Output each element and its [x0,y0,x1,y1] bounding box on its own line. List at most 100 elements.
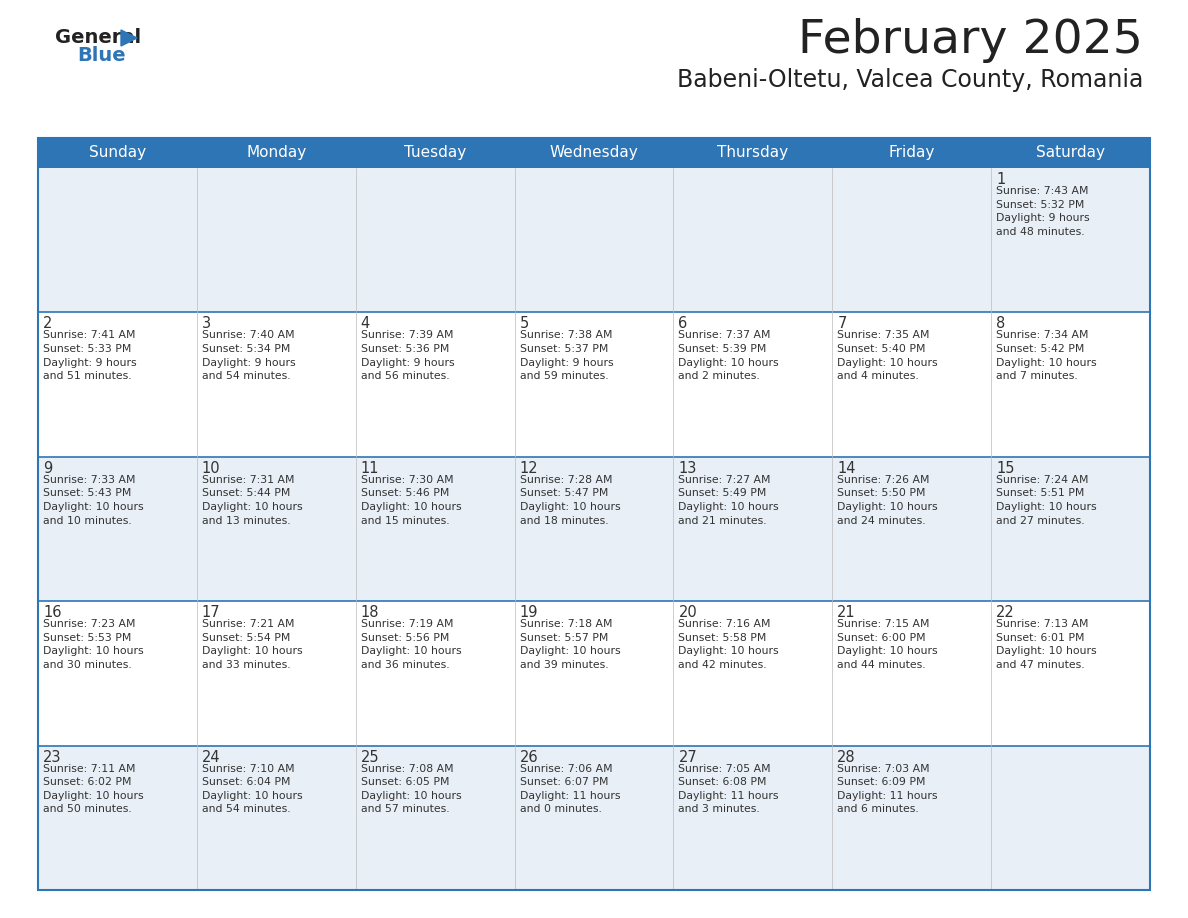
Bar [38,457,197,601]
Text: 6: 6 [678,317,688,331]
Text: 15: 15 [997,461,1015,476]
Text: Sunrise: 7:31 AM
Sunset: 5:44 PM
Daylight: 10 hours
and 13 minutes.: Sunrise: 7:31 AM Sunset: 5:44 PM Dayligh… [202,475,303,526]
Text: Sunrise: 7:10 AM
Sunset: 6:04 PM
Daylight: 10 hours
and 54 minutes.: Sunrise: 7:10 AM Sunset: 6:04 PM Dayligh… [202,764,303,814]
Text: Saturday: Saturday [1036,145,1105,161]
Text: Wednesday: Wednesday [550,145,638,161]
Polygon shape [121,30,137,46]
Text: Friday: Friday [889,145,935,161]
Text: 23: 23 [43,750,62,765]
Text: Thursday: Thursday [718,145,789,161]
Bar [355,312,514,457]
Text: 10: 10 [202,461,221,476]
Bar [674,457,833,601]
Text: Sunrise: 7:33 AM
Sunset: 5:43 PM
Daylight: 10 hours
and 10 minutes.: Sunrise: 7:33 AM Sunset: 5:43 PM Dayligh… [43,475,144,526]
Bar [833,745,991,890]
Bar [991,312,1150,457]
Bar [991,168,1150,312]
Bar [674,745,833,890]
Bar [38,312,197,457]
Text: 14: 14 [838,461,855,476]
Text: Sunrise: 7:23 AM
Sunset: 5:53 PM
Daylight: 10 hours
and 30 minutes.: Sunrise: 7:23 AM Sunset: 5:53 PM Dayligh… [43,620,144,670]
Text: Sunrise: 7:34 AM
Sunset: 5:42 PM
Daylight: 10 hours
and 7 minutes.: Sunrise: 7:34 AM Sunset: 5:42 PM Dayligh… [997,330,1097,381]
Text: 17: 17 [202,605,221,621]
Text: General: General [55,28,141,47]
Text: Sunrise: 7:18 AM
Sunset: 5:57 PM
Daylight: 10 hours
and 39 minutes.: Sunrise: 7:18 AM Sunset: 5:57 PM Dayligh… [519,620,620,670]
Bar [514,457,674,601]
Text: Sunrise: 7:13 AM
Sunset: 6:01 PM
Daylight: 10 hours
and 47 minutes.: Sunrise: 7:13 AM Sunset: 6:01 PM Dayligh… [997,620,1097,670]
Bar [38,138,1150,890]
Bar [197,601,355,745]
Bar [38,601,197,745]
Text: 22: 22 [997,605,1015,621]
Bar [674,312,833,457]
Bar [197,745,355,890]
Text: February 2025: February 2025 [798,18,1143,63]
Text: 18: 18 [361,605,379,621]
Text: Sunrise: 7:30 AM
Sunset: 5:46 PM
Daylight: 10 hours
and 15 minutes.: Sunrise: 7:30 AM Sunset: 5:46 PM Dayligh… [361,475,461,526]
Text: Sunrise: 7:21 AM
Sunset: 5:54 PM
Daylight: 10 hours
and 33 minutes.: Sunrise: 7:21 AM Sunset: 5:54 PM Dayligh… [202,620,303,670]
Text: 9: 9 [43,461,52,476]
Text: Tuesday: Tuesday [404,145,466,161]
Text: Sunrise: 7:35 AM
Sunset: 5:40 PM
Daylight: 10 hours
and 4 minutes.: Sunrise: 7:35 AM Sunset: 5:40 PM Dayligh… [838,330,937,381]
Bar [197,457,355,601]
Text: Sunrise: 7:39 AM
Sunset: 5:36 PM
Daylight: 9 hours
and 56 minutes.: Sunrise: 7:39 AM Sunset: 5:36 PM Dayligh… [361,330,454,381]
Bar [38,138,1150,168]
Text: Sunrise: 7:43 AM
Sunset: 5:32 PM
Daylight: 9 hours
and 48 minutes.: Sunrise: 7:43 AM Sunset: 5:32 PM Dayligh… [997,186,1089,237]
Text: Sunrise: 7:03 AM
Sunset: 6:09 PM
Daylight: 11 hours
and 6 minutes.: Sunrise: 7:03 AM Sunset: 6:09 PM Dayligh… [838,764,937,814]
Bar [197,168,355,312]
Text: 27: 27 [678,750,697,765]
Text: 2: 2 [43,317,52,331]
Text: Sunrise: 7:15 AM
Sunset: 6:00 PM
Daylight: 10 hours
and 44 minutes.: Sunrise: 7:15 AM Sunset: 6:00 PM Dayligh… [838,620,937,670]
Text: Sunrise: 7:11 AM
Sunset: 6:02 PM
Daylight: 10 hours
and 50 minutes.: Sunrise: 7:11 AM Sunset: 6:02 PM Dayligh… [43,764,144,814]
Text: 13: 13 [678,461,697,476]
Bar [514,745,674,890]
Bar [38,168,197,312]
Text: 1: 1 [997,172,1005,187]
Text: Sunrise: 7:40 AM
Sunset: 5:34 PM
Daylight: 9 hours
and 54 minutes.: Sunrise: 7:40 AM Sunset: 5:34 PM Dayligh… [202,330,296,381]
Text: Sunrise: 7:26 AM
Sunset: 5:50 PM
Daylight: 10 hours
and 24 minutes.: Sunrise: 7:26 AM Sunset: 5:50 PM Dayligh… [838,475,937,526]
Text: Monday: Monday [246,145,307,161]
Bar [833,457,991,601]
Text: Sunrise: 7:37 AM
Sunset: 5:39 PM
Daylight: 10 hours
and 2 minutes.: Sunrise: 7:37 AM Sunset: 5:39 PM Dayligh… [678,330,779,381]
Bar [355,168,514,312]
Text: 28: 28 [838,750,855,765]
Bar [991,745,1150,890]
Text: Sunrise: 7:06 AM
Sunset: 6:07 PM
Daylight: 11 hours
and 0 minutes.: Sunrise: 7:06 AM Sunset: 6:07 PM Dayligh… [519,764,620,814]
Bar [674,168,833,312]
Text: 19: 19 [519,605,538,621]
Text: 3: 3 [202,317,211,331]
Text: Blue: Blue [77,46,126,65]
Bar [833,601,991,745]
Bar [833,168,991,312]
Text: Sunrise: 7:41 AM
Sunset: 5:33 PM
Daylight: 9 hours
and 51 minutes.: Sunrise: 7:41 AM Sunset: 5:33 PM Dayligh… [43,330,137,381]
Bar [355,745,514,890]
Text: 26: 26 [519,750,538,765]
Text: Sunrise: 7:28 AM
Sunset: 5:47 PM
Daylight: 10 hours
and 18 minutes.: Sunrise: 7:28 AM Sunset: 5:47 PM Dayligh… [519,475,620,526]
Text: Sunrise: 7:16 AM
Sunset: 5:58 PM
Daylight: 10 hours
and 42 minutes.: Sunrise: 7:16 AM Sunset: 5:58 PM Dayligh… [678,620,779,670]
Bar [514,312,674,457]
Text: 8: 8 [997,317,1005,331]
Text: Sunrise: 7:27 AM
Sunset: 5:49 PM
Daylight: 10 hours
and 21 minutes.: Sunrise: 7:27 AM Sunset: 5:49 PM Dayligh… [678,475,779,526]
Text: 12: 12 [519,461,538,476]
Text: 7: 7 [838,317,847,331]
Text: Sunrise: 7:24 AM
Sunset: 5:51 PM
Daylight: 10 hours
and 27 minutes.: Sunrise: 7:24 AM Sunset: 5:51 PM Dayligh… [997,475,1097,526]
Bar [514,601,674,745]
Bar [833,312,991,457]
Text: 4: 4 [361,317,369,331]
Text: Sunrise: 7:05 AM
Sunset: 6:08 PM
Daylight: 11 hours
and 3 minutes.: Sunrise: 7:05 AM Sunset: 6:08 PM Dayligh… [678,764,779,814]
Bar [355,457,514,601]
Text: 24: 24 [202,750,221,765]
Bar [991,457,1150,601]
Text: 20: 20 [678,605,697,621]
Bar [991,601,1150,745]
Text: 25: 25 [361,750,379,765]
Text: Babeni-Oltetu, Valcea County, Romania: Babeni-Oltetu, Valcea County, Romania [677,68,1143,92]
Text: Sunrise: 7:19 AM
Sunset: 5:56 PM
Daylight: 10 hours
and 36 minutes.: Sunrise: 7:19 AM Sunset: 5:56 PM Dayligh… [361,620,461,670]
Bar [197,312,355,457]
Text: Sunrise: 7:38 AM
Sunset: 5:37 PM
Daylight: 9 hours
and 59 minutes.: Sunrise: 7:38 AM Sunset: 5:37 PM Dayligh… [519,330,613,381]
Bar [674,601,833,745]
Text: Sunday: Sunday [89,145,146,161]
Bar [355,601,514,745]
Text: 5: 5 [519,317,529,331]
Text: Sunrise: 7:08 AM
Sunset: 6:05 PM
Daylight: 10 hours
and 57 minutes.: Sunrise: 7:08 AM Sunset: 6:05 PM Dayligh… [361,764,461,814]
